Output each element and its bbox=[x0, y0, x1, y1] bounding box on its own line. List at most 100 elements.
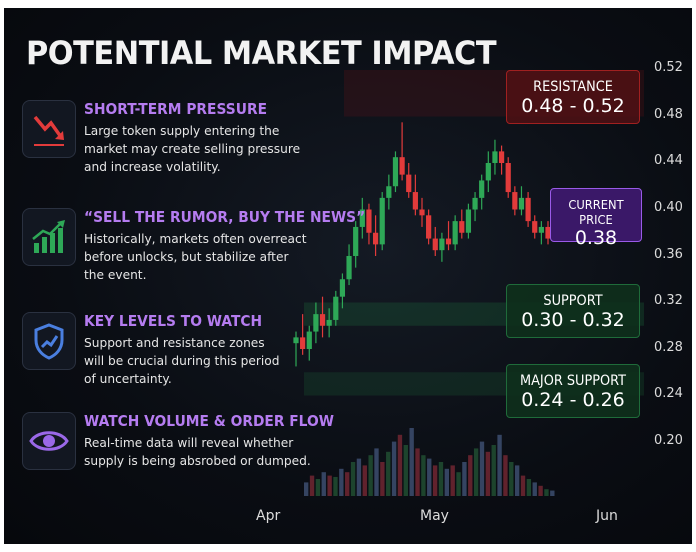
section-line: before unlocks, but stabilize after bbox=[84, 250, 289, 264]
x-tick-label: Jun bbox=[596, 508, 618, 524]
section-title: KEY LEVELS TO WATCH bbox=[84, 312, 263, 330]
page-title: POTENTIAL MARKET IMPACT bbox=[26, 34, 497, 72]
candle-body bbox=[353, 226, 359, 256]
section-body: Large token supply entering the market m… bbox=[84, 122, 324, 176]
candle-body bbox=[472, 197, 478, 210]
volume-bar bbox=[473, 448, 479, 496]
candle-body bbox=[359, 209, 365, 227]
candle-body bbox=[300, 337, 306, 349]
candle-body bbox=[372, 232, 379, 245]
candle-body bbox=[319, 314, 326, 326]
volume-bar bbox=[450, 465, 455, 496]
candle-body bbox=[406, 174, 412, 193]
candle-body bbox=[465, 209, 472, 233]
volume-bar bbox=[368, 455, 373, 496]
volume-bar bbox=[415, 448, 420, 496]
candle-body bbox=[445, 238, 452, 245]
volume-bar bbox=[362, 465, 367, 496]
section-title: SHORT-TERM PRESSURE bbox=[84, 100, 268, 118]
volume-bar bbox=[497, 434, 502, 496]
candle-body bbox=[439, 238, 445, 251]
volume-bar bbox=[386, 451, 391, 496]
volume-bar bbox=[397, 434, 403, 496]
resistance-label: RESISTANCE bbox=[533, 79, 613, 95]
bar-chart-up-icon bbox=[22, 208, 76, 266]
volume-bar bbox=[432, 465, 438, 496]
section-body: Support and resistance zones will be cru… bbox=[84, 334, 324, 388]
volume-bar bbox=[526, 479, 532, 496]
current-price-box: CURRENT PRICE 0.38 bbox=[550, 188, 642, 249]
volume-bar bbox=[438, 462, 444, 496]
support-level-box: SUPPORT 0.30 - 0.32 bbox=[506, 284, 640, 338]
volume-bar bbox=[427, 458, 432, 496]
volume-bar bbox=[374, 448, 379, 496]
trend-down-icon bbox=[22, 100, 76, 158]
y-tick-label: 0.24 bbox=[654, 386, 683, 401]
eye-icon bbox=[22, 412, 76, 470]
volume-bar bbox=[309, 475, 315, 496]
section-title: WATCH VOLUME & ORDER FLOW bbox=[84, 412, 334, 430]
candle-body bbox=[479, 180, 485, 198]
volume-bar bbox=[350, 462, 356, 496]
volume-bar bbox=[333, 476, 338, 496]
section-line: supply is being absrobed or dumped. bbox=[84, 454, 311, 468]
candle-body bbox=[412, 192, 418, 210]
volume-bar bbox=[391, 441, 397, 496]
volume-bar bbox=[345, 472, 350, 496]
volume-bar bbox=[479, 441, 485, 496]
volume-bar bbox=[538, 485, 543, 496]
volume-bar bbox=[421, 455, 426, 496]
y-tick-label: 0.44 bbox=[654, 153, 683, 168]
volume-bar bbox=[468, 455, 473, 496]
candle-body bbox=[379, 197, 385, 245]
volume-bar bbox=[409, 428, 414, 496]
section-line: will be crucial during this period bbox=[84, 354, 280, 368]
volume-bar bbox=[509, 462, 514, 496]
volume-bar bbox=[321, 472, 326, 496]
candle-body bbox=[386, 186, 392, 198]
section-line: and increase volatility. bbox=[84, 160, 221, 174]
volume-bar bbox=[491, 445, 496, 496]
volume-bar bbox=[520, 475, 526, 496]
volume-bar bbox=[315, 479, 321, 496]
candle-body bbox=[498, 151, 505, 163]
section-line: Support and resistance zones bbox=[84, 336, 265, 350]
resistance-level-box: RESISTANCE 0.48 - 0.52 bbox=[506, 70, 640, 124]
candle-body bbox=[532, 221, 538, 233]
candle-body bbox=[293, 337, 299, 344]
y-tick-label: 0.48 bbox=[654, 107, 683, 122]
volume-bar bbox=[380, 462, 385, 496]
volume-bar bbox=[339, 468, 344, 496]
y-tick-label: 0.20 bbox=[654, 433, 683, 448]
candle-body bbox=[505, 163, 511, 193]
volume-bar bbox=[503, 455, 508, 496]
volume-bar bbox=[456, 472, 461, 496]
volume-bar bbox=[327, 475, 332, 496]
candle-body bbox=[399, 157, 405, 175]
support-label: SUPPORT bbox=[543, 293, 603, 309]
section-line: of uncertainty. bbox=[84, 372, 172, 386]
candle-body bbox=[512, 192, 518, 210]
current-price-value: 0.38 bbox=[574, 227, 618, 249]
candle-body bbox=[538, 226, 544, 233]
major-support-value: 0.24 - 0.26 bbox=[521, 389, 625, 411]
y-tick-label: 0.52 bbox=[654, 60, 683, 75]
candle-body bbox=[525, 197, 531, 222]
candle-body bbox=[492, 151, 498, 163]
current-price-label: CURRENT PRICE bbox=[568, 197, 624, 227]
y-tick-label: 0.36 bbox=[654, 247, 683, 262]
section-title: “SELL THE RUMOR, BUY THE NEWS” bbox=[84, 208, 366, 226]
y-tick-label: 0.40 bbox=[654, 200, 683, 215]
candle-body bbox=[346, 256, 352, 280]
volume-bar bbox=[462, 462, 467, 496]
resistance-value: 0.48 - 0.52 bbox=[521, 95, 625, 117]
section-body: Historically, markets often overreact be… bbox=[84, 230, 324, 284]
section-line: the event. bbox=[84, 268, 147, 282]
candle-body bbox=[426, 215, 432, 239]
volume-bar bbox=[444, 468, 450, 496]
candle-body bbox=[339, 279, 346, 297]
candle-body bbox=[366, 209, 372, 233]
candle-body bbox=[518, 197, 525, 210]
support-value: 0.30 - 0.32 bbox=[521, 309, 625, 331]
candle-body bbox=[485, 163, 491, 181]
